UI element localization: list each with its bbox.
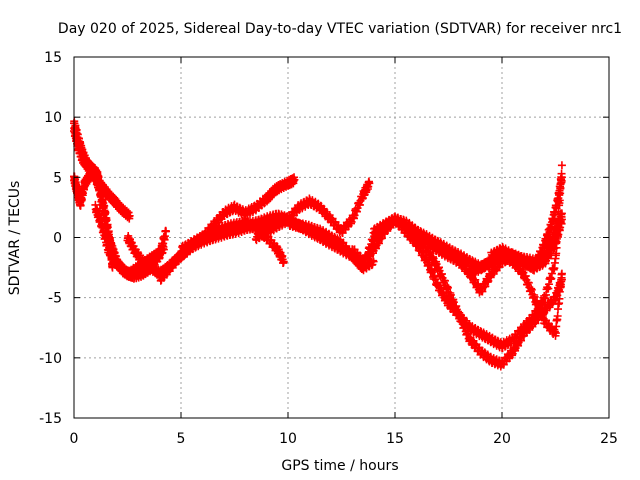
y-tick-label: -10 — [39, 351, 62, 367]
series-track-9 — [251, 177, 374, 245]
x-tick-label: 10 — [279, 431, 297, 447]
x-tick-labels: 0 5 10 15 20 25 — [70, 431, 618, 447]
y-tick-label: 15 — [44, 50, 62, 66]
chart-title: Day 020 of 2025, Sidereal Day-to-day VTE… — [58, 21, 622, 37]
x-tick-label: 20 — [493, 431, 511, 447]
x-tick-label: 25 — [600, 431, 618, 447]
data-point — [162, 227, 171, 236]
y-tick-label: 5 — [53, 170, 62, 186]
data-point — [557, 161, 566, 170]
data-point — [557, 173, 566, 182]
data-point — [279, 257, 288, 266]
data-point — [557, 269, 566, 278]
series-track-15 — [487, 173, 566, 274]
data-point — [557, 277, 566, 286]
y-tick-label: -15 — [39, 411, 62, 427]
y-tick-label: 0 — [53, 231, 62, 247]
grid-lines — [74, 57, 609, 418]
data-point — [553, 311, 562, 320]
y-axis-label: SDTVAR / TECUs — [7, 181, 23, 296]
series-track-7 — [177, 173, 299, 257]
y-tick-labels: -15 -10 -5 0 5 10 15 — [39, 50, 62, 427]
data-point — [369, 257, 378, 266]
data-point — [552, 243, 561, 252]
data-point — [552, 234, 561, 243]
data-point — [290, 175, 299, 184]
x-tick-label: 0 — [70, 431, 79, 447]
data-points — [70, 117, 566, 371]
y-tick-label: -5 — [48, 291, 62, 307]
data-point — [557, 215, 566, 224]
data-point — [125, 211, 134, 220]
x-tick-label: 5 — [177, 431, 186, 447]
tick-marks — [73, 56, 610, 419]
data-point — [555, 294, 564, 303]
x-axis-label: GPS time / hours — [281, 458, 398, 474]
x-tick-label: 15 — [386, 431, 404, 447]
y-tick-label: 10 — [44, 110, 62, 126]
data-point — [365, 179, 374, 188]
